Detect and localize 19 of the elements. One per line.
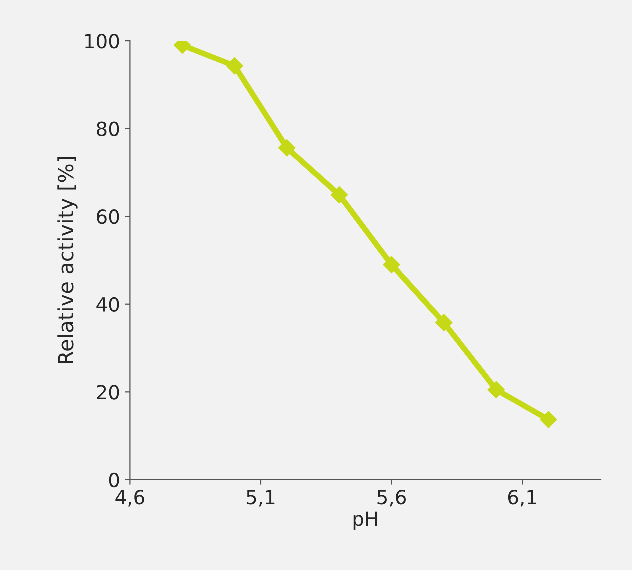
x-tick-label: 5,6 bbox=[378, 490, 406, 507]
x-tick-label: 5,1 bbox=[247, 490, 275, 507]
y-tick-label: 100 bbox=[85, 34, 120, 49]
point bbox=[488, 381, 506, 399]
y-tick-label: 0 bbox=[109, 472, 120, 488]
y-tick-label: 80 bbox=[97, 122, 120, 136]
point bbox=[226, 57, 244, 75]
point bbox=[278, 139, 296, 157]
x-tick-label: 6,1 bbox=[508, 490, 536, 507]
y-tick-label: 20 bbox=[97, 385, 120, 400]
x-axis-title: pH bbox=[354, 512, 378, 530]
y-tick-label: 60 bbox=[97, 210, 120, 224]
point bbox=[540, 410, 558, 429]
y-tick-label: 40 bbox=[96, 297, 120, 312]
point bbox=[382, 256, 401, 274]
x-tick-label: 4,6 bbox=[116, 490, 144, 507]
point bbox=[330, 186, 348, 204]
y-axis-title: Relative activity [%] bbox=[58, 157, 78, 364]
point bbox=[435, 314, 453, 332]
